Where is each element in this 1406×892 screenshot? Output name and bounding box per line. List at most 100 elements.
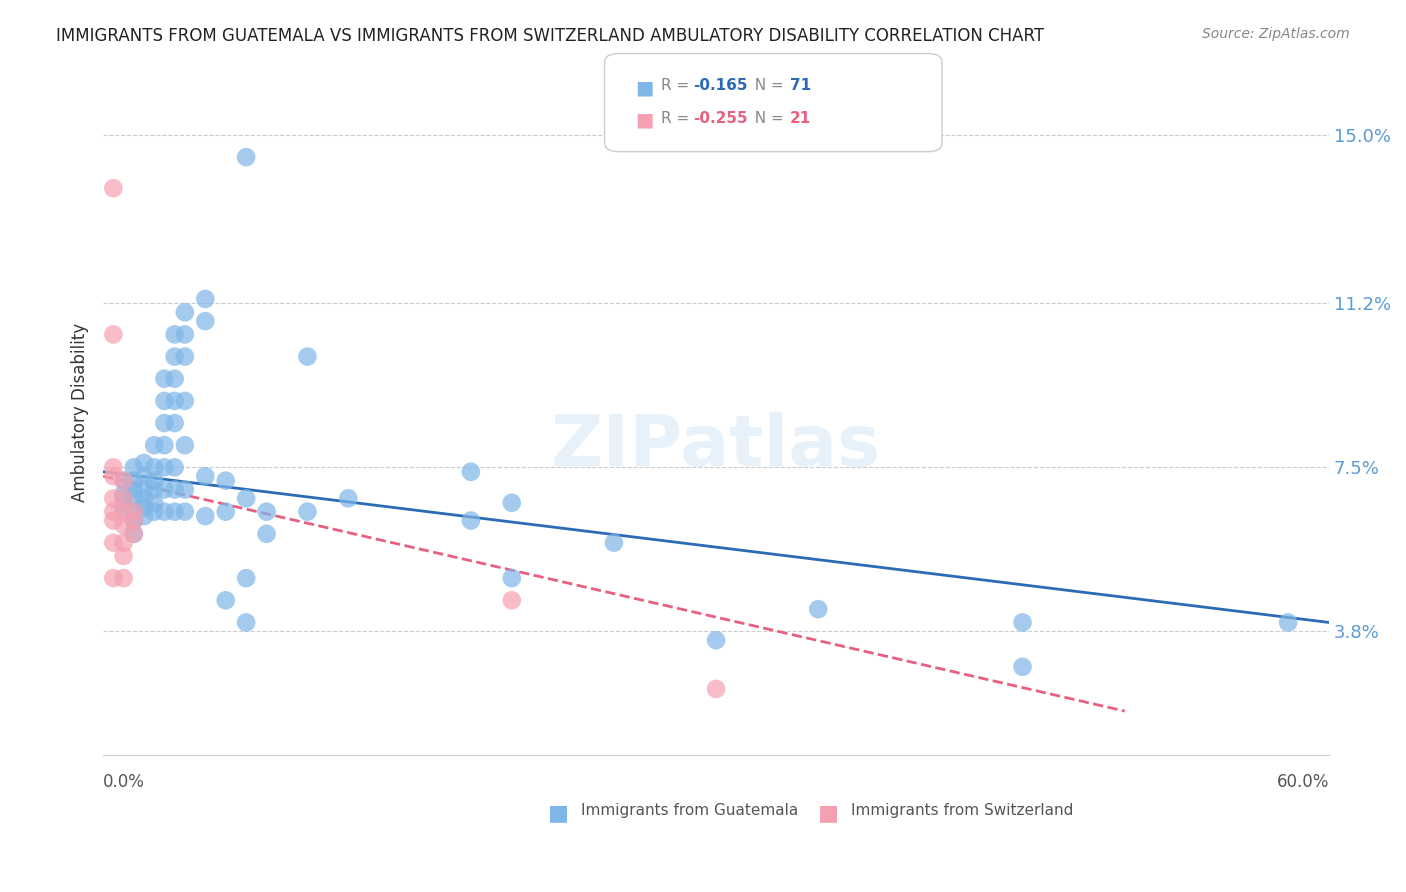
Point — [173, 393, 195, 408]
Text: N =: N = — [745, 78, 789, 94]
Point — [112, 474, 135, 488]
Point — [122, 514, 145, 528]
Point — [501, 593, 523, 607]
Point — [103, 491, 125, 506]
Text: ■: ■ — [636, 78, 654, 97]
Point — [143, 460, 166, 475]
Text: -0.165: -0.165 — [693, 78, 748, 94]
Point — [112, 474, 135, 488]
Point — [163, 393, 186, 408]
Text: 60.0%: 60.0% — [1277, 773, 1329, 791]
Point — [215, 505, 238, 519]
Point — [112, 505, 135, 519]
Point — [173, 305, 195, 319]
Point — [112, 535, 135, 549]
Text: -0.255: -0.255 — [693, 111, 748, 126]
Point — [194, 314, 217, 328]
Point — [163, 372, 186, 386]
Point — [194, 469, 217, 483]
Point — [163, 483, 186, 497]
Point — [173, 327, 195, 342]
Point — [103, 514, 125, 528]
Point — [235, 571, 257, 585]
Point — [153, 438, 176, 452]
Text: 0.0%: 0.0% — [103, 773, 145, 791]
Point — [194, 509, 217, 524]
Text: N =: N = — [745, 111, 789, 126]
Point — [153, 483, 176, 497]
Text: 21: 21 — [790, 111, 811, 126]
Point — [173, 350, 195, 364]
Point — [112, 549, 135, 563]
Point — [112, 487, 135, 501]
Point — [132, 469, 155, 483]
Text: IMMIGRANTS FROM GUATEMALA VS IMMIGRANTS FROM SWITZERLAND AMBULATORY DISABILITY C: IMMIGRANTS FROM GUATEMALA VS IMMIGRANTS … — [56, 27, 1045, 45]
Point — [163, 350, 186, 364]
Point — [153, 372, 176, 386]
Point — [122, 505, 145, 519]
Text: Immigrants from Guatemala: Immigrants from Guatemala — [581, 804, 799, 819]
Point — [194, 292, 217, 306]
Text: R =: R = — [661, 78, 695, 94]
Point — [143, 483, 166, 497]
Point — [235, 491, 257, 506]
Point — [103, 571, 125, 585]
Point — [173, 438, 195, 452]
Point — [103, 327, 125, 342]
Point — [173, 483, 195, 497]
Point — [215, 593, 238, 607]
Point — [337, 491, 360, 506]
Point — [501, 496, 523, 510]
Point — [103, 469, 125, 483]
Point — [103, 535, 125, 549]
Point — [132, 491, 155, 506]
Point — [153, 505, 176, 519]
Point — [103, 505, 125, 519]
Point — [122, 491, 145, 506]
Point — [122, 474, 145, 488]
Point — [163, 505, 186, 519]
Text: ZIPatlas: ZIPatlas — [551, 412, 882, 481]
Text: 71: 71 — [790, 78, 811, 94]
Point — [235, 615, 257, 630]
Text: ■: ■ — [636, 111, 654, 129]
Point — [215, 474, 238, 488]
Point — [132, 500, 155, 515]
Point — [122, 526, 145, 541]
Point — [807, 602, 830, 616]
Point — [1277, 615, 1299, 630]
Point — [143, 505, 166, 519]
Point — [256, 526, 278, 541]
Point — [297, 350, 319, 364]
Point — [103, 460, 125, 475]
Point — [122, 483, 145, 497]
Point — [163, 460, 186, 475]
Point — [297, 505, 319, 519]
Point — [112, 491, 135, 506]
Point — [460, 465, 482, 479]
Y-axis label: Ambulatory Disability: Ambulatory Disability — [72, 322, 89, 501]
Point — [132, 483, 155, 497]
Point — [143, 474, 166, 488]
Point — [704, 633, 727, 648]
Point — [1011, 660, 1033, 674]
Point — [132, 456, 155, 470]
Point — [501, 571, 523, 585]
Text: Immigrants from Switzerland: Immigrants from Switzerland — [851, 804, 1073, 819]
Point — [143, 438, 166, 452]
Point — [153, 393, 176, 408]
Point — [256, 505, 278, 519]
Point — [112, 500, 135, 515]
Point — [163, 416, 186, 430]
Point — [163, 327, 186, 342]
Point — [460, 514, 482, 528]
Point — [173, 505, 195, 519]
Point — [112, 571, 135, 585]
Text: Source: ZipAtlas.com: Source: ZipAtlas.com — [1202, 27, 1350, 41]
Point — [103, 181, 125, 195]
Point — [112, 518, 135, 533]
Point — [603, 535, 626, 549]
Point — [153, 416, 176, 430]
Point — [132, 509, 155, 524]
Point — [112, 491, 135, 506]
